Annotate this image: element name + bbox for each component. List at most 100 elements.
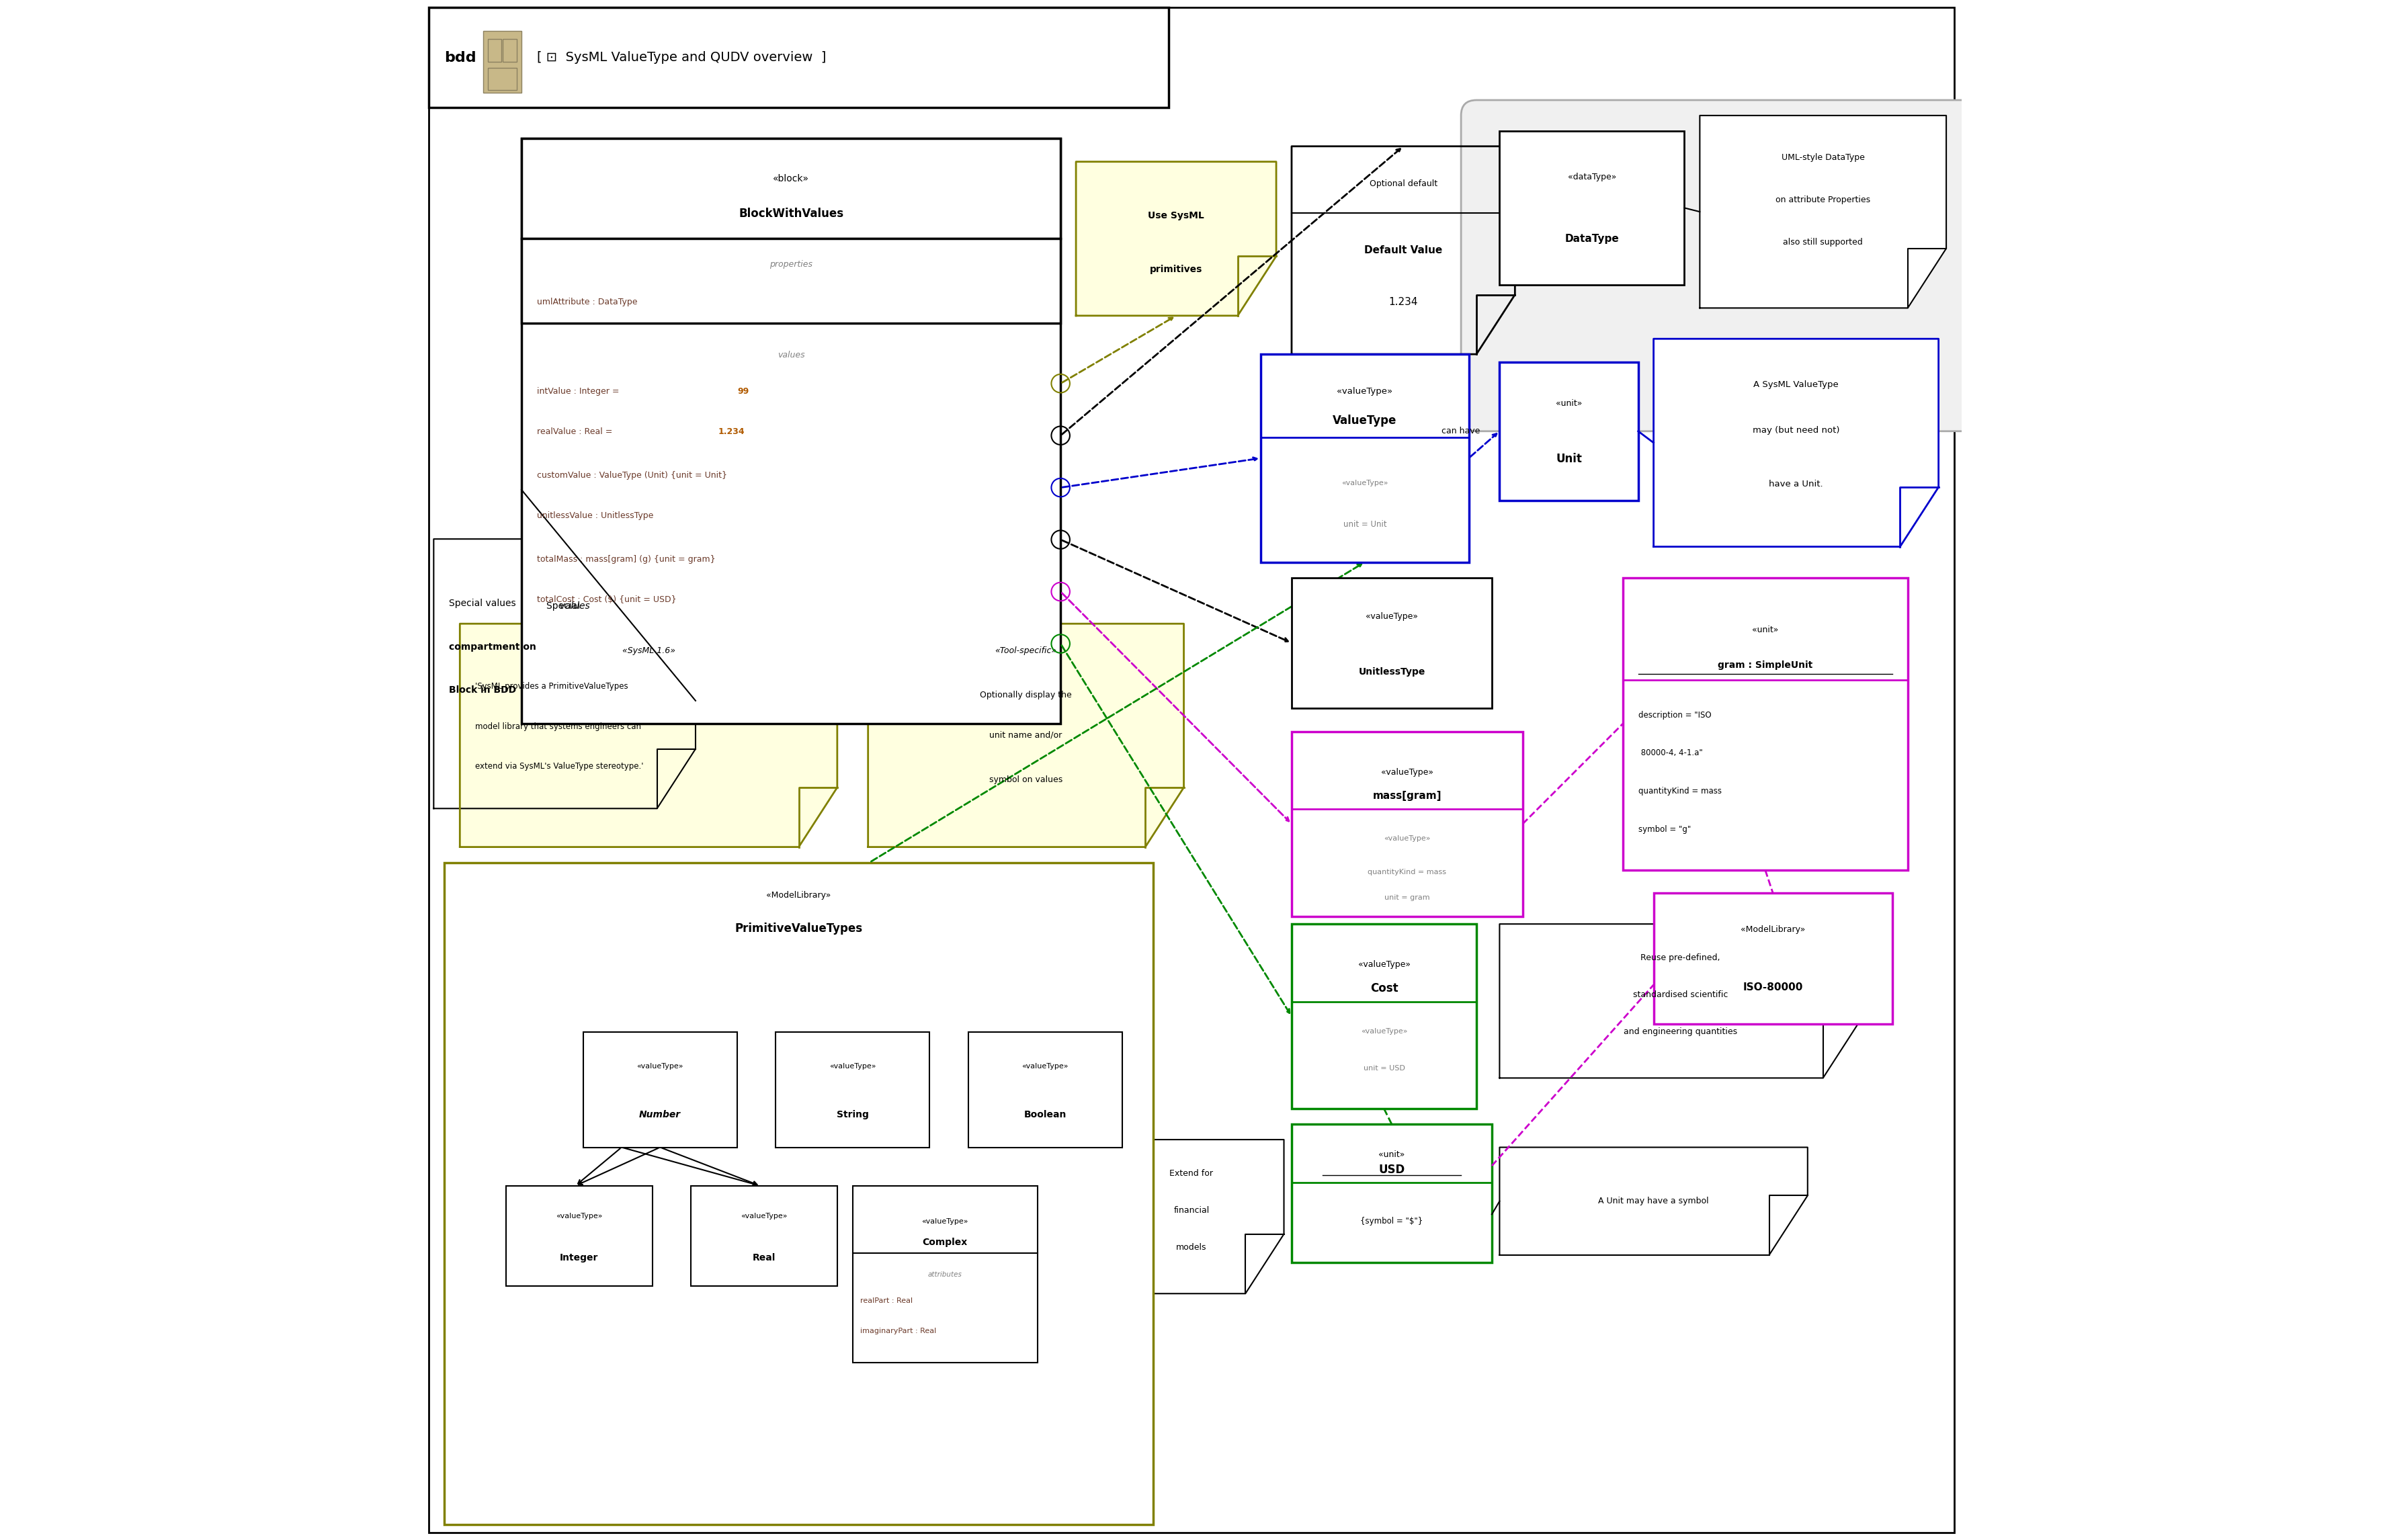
Bar	[853, 1186, 1037, 1363]
Text: also still supported: also still supported	[1782, 239, 1864, 246]
Bar	[1292, 732, 1523, 916]
Text: intValue : Integer =: intValue : Integer =	[536, 387, 622, 396]
Text: customValue : ValueType (Unit) {unit = Unit}: customValue : ValueType (Unit) {unit = U…	[536, 471, 727, 480]
Text: PrimitiveValueTypes: PrimitiveValueTypes	[734, 922, 863, 935]
Text: «valueType»: «valueType»	[1385, 835, 1430, 842]
Text: «valueType»: «valueType»	[829, 1063, 877, 1070]
Text: can have: can have	[1442, 427, 1480, 436]
Text: ISO-80000: ISO-80000	[1742, 983, 1804, 992]
Text: Special: Special	[546, 602, 584, 611]
Text: A Unit may have a symbol: A Unit may have a symbol	[1599, 1197, 1709, 1206]
Text: unit name and/or: unit name and/or	[989, 732, 1063, 739]
Text: «Tool-specific»: «Tool-specific»	[996, 647, 1058, 654]
Text: «valueType»: «valueType»	[741, 1212, 786, 1220]
Polygon shape	[1699, 116, 1947, 308]
Text: models: models	[1177, 1243, 1206, 1252]
Text: financial: financial	[1172, 1206, 1211, 1215]
Text: 80000-4, 4-1.a": 80000-4, 4-1.a"	[1637, 748, 1701, 758]
Text: Special values: Special values	[448, 599, 517, 608]
Bar	[1292, 924, 1477, 1109]
Polygon shape	[1499, 924, 1861, 1078]
Bar	[522, 139, 1060, 239]
Text: «valueType»: «valueType»	[1022, 1063, 1068, 1070]
Bar	[505, 1186, 653, 1286]
Text: Integer: Integer	[560, 1254, 598, 1263]
Text: «valueType»: «valueType»	[1380, 768, 1432, 776]
Text: Optional default: Optional default	[1370, 179, 1437, 188]
Text: extend via SysML's ValueType stereotype.': extend via SysML's ValueType stereotype.…	[474, 762, 643, 772]
Text: Extend for: Extend for	[1170, 1169, 1213, 1178]
Bar	[691, 1186, 836, 1286]
Text: «dataType»: «dataType»	[1568, 172, 1616, 182]
Text: imaginaryPart : Real: imaginaryPart : Real	[860, 1327, 937, 1334]
Text: UnitlessType: UnitlessType	[1358, 667, 1425, 676]
Text: 'SysML provides a PrimitiveValueTypes: 'SysML provides a PrimitiveValueTypes	[474, 682, 629, 690]
Text: «valueType»: «valueType»	[555, 1212, 603, 1220]
Text: {symbol = "$"}: {symbol = "$"}	[1361, 1217, 1423, 1226]
Text: Complex: Complex	[922, 1238, 967, 1247]
Text: Use SysML: Use SysML	[1149, 211, 1203, 220]
Text: «block»: «block»	[772, 174, 810, 183]
Text: UML-style DataType: UML-style DataType	[1782, 154, 1864, 162]
Bar	[429, 8, 1137, 108]
Text: compartment on: compartment on	[448, 642, 536, 651]
Text: [ ⊡  SysML ValueType and QUDV overview  ]: [ ⊡ SysML ValueType and QUDV overview ]	[536, 51, 827, 65]
Text: values: values	[539, 602, 591, 611]
Text: «ModelLibrary»: «ModelLibrary»	[1740, 926, 1806, 935]
Polygon shape	[460, 624, 836, 847]
Text: totalCost : Cost ($) {unit = USD}: totalCost : Cost ($) {unit = USD}	[536, 596, 677, 604]
Text: «unit»: «unit»	[1752, 625, 1778, 634]
Text: quantityKind = mass: quantityKind = mass	[1368, 869, 1446, 875]
Polygon shape	[1099, 1140, 1284, 1294]
Text: «valueType»: «valueType»	[1358, 961, 1411, 969]
Text: primitives: primitives	[1149, 265, 1203, 274]
Polygon shape	[1292, 146, 1516, 354]
Text: «valueType»: «valueType»	[1361, 1027, 1408, 1035]
Text: realPart : Real: realPart : Real	[860, 1298, 913, 1304]
Text: quantityKind = mass: quantityKind = mass	[1637, 787, 1721, 796]
Text: values: values	[777, 351, 805, 360]
Text: on attribute Properties: on attribute Properties	[1775, 196, 1871, 205]
Text: Block in BDD: Block in BDD	[448, 685, 517, 695]
Text: Reuse pre-defined,: Reuse pre-defined,	[1642, 953, 1721, 962]
Text: unit = gram: unit = gram	[1385, 895, 1430, 901]
Text: mass[gram]: mass[gram]	[1373, 792, 1442, 801]
Text: Real: Real	[753, 1254, 774, 1263]
Text: «ModelLibrary»: «ModelLibrary»	[767, 892, 832, 899]
Bar	[429, 8, 1168, 108]
Text: Unit: Unit	[1556, 453, 1582, 465]
Text: «SysML 1.6»: «SysML 1.6»	[622, 647, 674, 654]
Bar	[584, 1032, 736, 1147]
Bar	[522, 239, 1060, 323]
Polygon shape	[1654, 339, 1937, 547]
Polygon shape	[867, 624, 1184, 847]
Text: Default Value: Default Value	[1363, 245, 1442, 256]
Text: unit = USD: unit = USD	[1363, 1064, 1406, 1072]
Text: have a Unit.: have a Unit.	[1768, 480, 1823, 488]
Text: and engineering quantities: and engineering quantities	[1623, 1027, 1737, 1036]
Text: Number: Number	[639, 1110, 682, 1120]
Text: 1.234: 1.234	[1389, 297, 1418, 308]
Text: may (but need not): may (but need not)	[1752, 427, 1840, 434]
Text: gram : SimpleUnit: gram : SimpleUnit	[1718, 661, 1813, 670]
Text: A SysML ValueType: A SysML ValueType	[1754, 380, 1840, 390]
Text: unitlessValue : UnitlessType: unitlessValue : UnitlessType	[536, 511, 653, 521]
Bar	[1261, 354, 1468, 562]
Text: bdd: bdd	[446, 51, 477, 65]
Text: DataType: DataType	[1566, 234, 1618, 243]
Polygon shape	[1077, 162, 1277, 316]
Text: model library that systems engineers can: model library that systems engineers can	[474, 722, 641, 731]
FancyBboxPatch shape	[1461, 100, 1978, 431]
Text: 1.234: 1.234	[717, 427, 746, 436]
Text: symbol on values: symbol on values	[989, 776, 1063, 784]
Text: «valueType»: «valueType»	[1337, 387, 1392, 396]
Bar	[489, 39, 500, 62]
Text: realValue : Real =: realValue : Real =	[536, 427, 615, 436]
Text: USD: USD	[1377, 1164, 1406, 1177]
Text: attributes: attributes	[927, 1270, 963, 1278]
Bar	[522, 139, 1060, 724]
Text: properties: properties	[770, 260, 813, 268]
Bar	[1499, 362, 1637, 501]
Text: «valueType»: «valueType»	[1365, 613, 1418, 621]
Text: standardised scientific: standardised scientific	[1632, 990, 1728, 999]
